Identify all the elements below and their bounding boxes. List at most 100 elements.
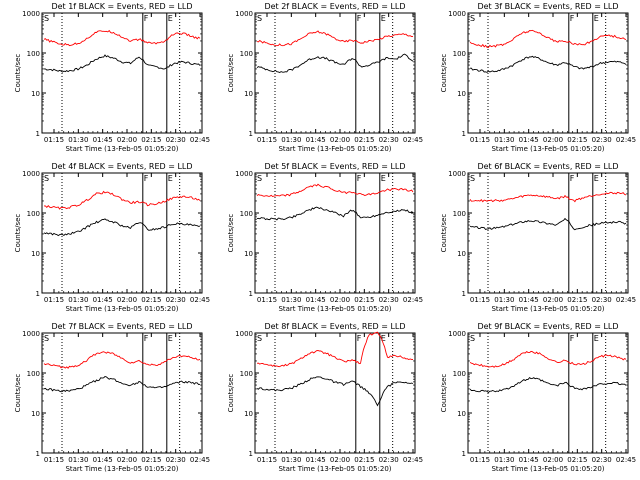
detector-panel-7: Det 7f BLACK = Events, RED = LLD 1 10 100 10…	[14, 322, 210, 473]
marker-label-E: E	[381, 334, 386, 343]
x-tick-label: 02:00	[330, 296, 350, 304]
x-tick-label: 01:15	[44, 136, 64, 144]
y-tick-label: 100	[453, 210, 466, 218]
y-tick-label: 100	[27, 210, 40, 218]
detector-panel-1: Det 1f BLACK = Events, RED = LLD 1 10 100 10…	[14, 2, 210, 153]
marker-label-E: E	[594, 14, 599, 23]
series-line-lld	[256, 183, 414, 197]
plot-frame	[254, 12, 416, 134]
y-tick-label: 1000	[22, 330, 40, 338]
y-tick-label: 1000	[448, 10, 466, 18]
x-axis-label: Start Time (13-Feb-05 01:05:20)	[65, 305, 178, 313]
x-tick-label: 01:15	[257, 456, 277, 464]
x-tick-label: 01:30	[281, 456, 301, 464]
x-tick-label: 02:15	[354, 296, 374, 304]
y-tick-label: 1	[36, 290, 40, 298]
detector-panel-8: Det 8f BLACK = Events, RED = LLD 1 10 100 10…	[227, 322, 423, 473]
y-tick-label: 1000	[448, 170, 466, 178]
y-tick-label: 1000	[235, 10, 253, 18]
y-tick-label: 1	[249, 450, 253, 458]
x-axis-label: Start Time (13-Feb-05 01:05:20)	[65, 145, 178, 153]
y-tick-label: 100	[240, 370, 253, 378]
marker-label-E: E	[594, 334, 599, 343]
series-line-events	[43, 375, 201, 393]
x-tick-label: 01:30	[281, 296, 301, 304]
marker-label-S: S	[44, 14, 49, 23]
x-tick-label: 02:30	[379, 296, 399, 304]
x-tick-label: 01:45	[519, 136, 539, 144]
marker-label-E: E	[168, 14, 173, 23]
x-tick-label: 01:15	[257, 136, 277, 144]
x-axis-label: Start Time (13-Feb-05 01:05:20)	[491, 145, 604, 153]
detector-panel-6: Det 6f BLACK = Events, RED = LLD 1 10 100 10…	[440, 162, 636, 313]
y-tick-label: 1000	[235, 170, 253, 178]
x-tick-label: 02:15	[141, 296, 161, 304]
x-tick-label: 01:30	[494, 296, 514, 304]
x-axis-label: Start Time (13-Feb-05 01:05:20)	[491, 305, 604, 313]
x-tick-label: 01:45	[519, 456, 539, 464]
y-tick-label: 1000	[22, 170, 40, 178]
x-tick-label: 01:15	[470, 136, 490, 144]
marker-label-F: F	[357, 174, 362, 183]
x-tick-label: 02:45	[190, 456, 210, 464]
series-line-events	[256, 53, 414, 74]
panel-title: Det 9f BLACK = Events, RED = LLD	[477, 322, 618, 331]
y-tick-label: 1	[36, 450, 40, 458]
x-tick-label: 02:45	[190, 296, 210, 304]
y-tick-label: 1	[462, 130, 466, 138]
x-tick-label: 02:45	[616, 456, 636, 464]
panel-title: Det 8f BLACK = Events, RED = LLD	[264, 322, 405, 331]
series-line-events	[470, 55, 627, 73]
series-line-lld	[44, 190, 201, 210]
detector-panel-9: Det 9f BLACK = Events, RED = LLD 1 10 100 10…	[440, 322, 636, 473]
y-axis-label: Counts/sec	[440, 374, 448, 413]
plot-frame	[467, 12, 629, 134]
x-tick-label: 01:30	[281, 136, 301, 144]
series-line-events	[256, 206, 414, 221]
x-tick-label: 02:00	[117, 136, 137, 144]
panel-title: Det 2f BLACK = Events, RED = LLD	[264, 2, 405, 11]
marker-label-F: F	[357, 14, 362, 23]
x-tick-label: 02:15	[567, 296, 587, 304]
detector-panel-5: Det 5f BLACK = Events, RED = LLD 1 10 100 10…	[227, 162, 423, 313]
panel-title: Det 6f BLACK = Events, RED = LLD	[477, 162, 618, 171]
series-line-events	[44, 54, 201, 73]
x-tick-label: 01:45	[306, 136, 326, 144]
plot-frame	[41, 172, 203, 294]
marker-label-F: F	[570, 14, 575, 23]
series-line-events	[256, 376, 414, 407]
y-tick-label: 1	[36, 130, 40, 138]
x-axis-label: Start Time (13-Feb-05 01:05:20)	[491, 465, 604, 473]
marker-label-S: S	[44, 334, 49, 343]
plot-frame	[254, 332, 416, 454]
marker-label-S: S	[470, 14, 475, 23]
x-tick-label: 02:45	[190, 136, 210, 144]
plot-frame	[41, 332, 203, 454]
x-tick-label: 01:45	[306, 296, 326, 304]
marker-label-S: S	[470, 174, 475, 183]
marker-label-F: F	[144, 334, 149, 343]
y-tick-label: 1000	[235, 330, 253, 338]
marker-label-S: S	[257, 334, 262, 343]
y-tick-label: 1000	[22, 10, 40, 18]
y-tick-label: 10	[457, 410, 466, 418]
y-axis-label: Counts/sec	[14, 214, 22, 253]
y-tick-label: 1	[462, 450, 466, 458]
x-tick-label: 02:30	[592, 136, 612, 144]
x-tick-label: 02:45	[403, 136, 423, 144]
y-axis-label: Counts/sec	[227, 374, 235, 413]
y-tick-label: 1	[462, 290, 466, 298]
x-tick-label: 01:15	[44, 456, 64, 464]
panel-title: Det 1f BLACK = Events, RED = LLD	[51, 2, 192, 11]
x-tick-label: 02:15	[141, 456, 161, 464]
marker-label-F: F	[570, 334, 575, 343]
x-tick-label: 01:30	[68, 456, 88, 464]
plot-frame	[41, 12, 203, 134]
marker-label-S: S	[470, 334, 475, 343]
marker-label-E: E	[168, 174, 173, 183]
x-tick-label: 02:30	[379, 136, 399, 144]
y-tick-label: 100	[453, 50, 466, 58]
y-tick-label: 1	[249, 290, 253, 298]
x-tick-label: 02:00	[330, 456, 350, 464]
